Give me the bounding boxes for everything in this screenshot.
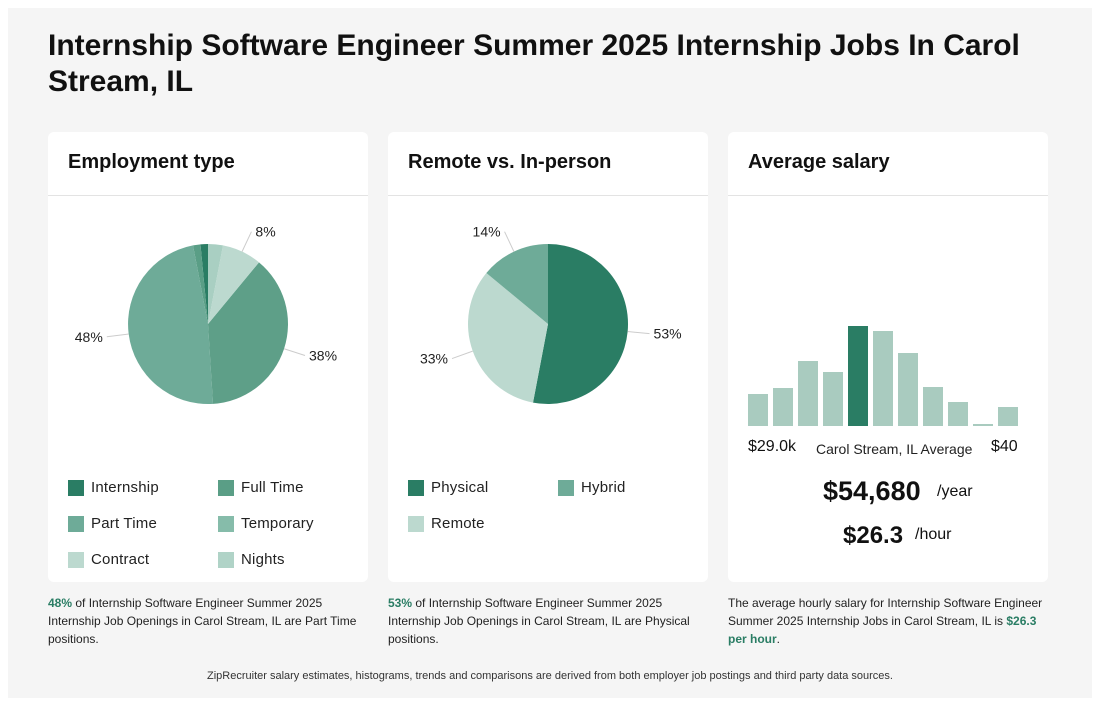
salary-card: Average salary $29.0k Carol Stream, IL A… xyxy=(728,132,1048,582)
histogram-bar xyxy=(823,372,843,426)
employment-caption: 48% of Internship Software Engineer Summ… xyxy=(48,594,368,648)
salary-heading: Average salary xyxy=(728,132,1048,196)
remote-leader-remote xyxy=(451,350,473,360)
remote-caption-text: of Internship Software Engineer Summer 2… xyxy=(388,596,690,646)
employment-legend-label: Temporary xyxy=(241,515,314,532)
employment-label-part-time: 48% xyxy=(75,329,103,345)
remote-legend-item-physical: Physical xyxy=(408,478,558,498)
histogram-bar xyxy=(773,388,793,426)
employment-label-contract: 8% xyxy=(255,224,275,240)
employment-type-card: Employment type 48% 38% 8% Internship Full … xyxy=(48,132,368,582)
employment-legend-item-internship: Internship xyxy=(68,478,218,498)
employment-slice-internship xyxy=(200,244,208,324)
employment-leader-part-time xyxy=(106,333,129,338)
remote-caption: 53% of Internship Software Engineer Summ… xyxy=(388,594,708,648)
employment-caption-text: of Internship Software Engineer Summer 2… xyxy=(48,596,357,646)
histogram-bar xyxy=(898,353,918,426)
remote-label-remote: 33% xyxy=(420,351,448,367)
remote-caption-pct: 53% xyxy=(388,596,413,610)
histogram-bar xyxy=(748,394,768,426)
remote-slice-physical xyxy=(533,244,629,404)
employment-type-pie-chart: 48% 38% 8% xyxy=(75,224,337,404)
yearly-unit: /year xyxy=(937,483,973,500)
remote-legend-label: Hybrid xyxy=(581,479,626,496)
salary-min-label: $29.0k xyxy=(748,438,797,455)
salary-infographic: Internship Software Engineer Summer 2025… xyxy=(8,8,1092,698)
remote-legend-swatch xyxy=(558,480,574,496)
remote-legend-label: Remote xyxy=(431,515,485,532)
remote-legend-swatch xyxy=(408,516,424,532)
salary-caption-text: The average hourly salary for Internship… xyxy=(728,596,1043,628)
employment-type-heading: Employment type xyxy=(48,132,368,196)
employment-legend-swatch xyxy=(68,552,84,568)
employment-legend-label: Nights xyxy=(241,551,285,568)
employment-legend-label: Internship xyxy=(91,479,159,496)
hourly-unit: /hour xyxy=(915,526,952,543)
histogram-bar xyxy=(973,424,993,426)
salary-caption-end: . xyxy=(776,632,781,646)
salary-caption-value: $26.3 per hour xyxy=(728,614,1037,646)
employment-slice-temporary xyxy=(208,262,288,404)
page-title: Internship Software Engineer Summer 2025… xyxy=(48,29,1020,98)
employment-legend-swatch xyxy=(68,516,84,532)
salary-max-label: $40 xyxy=(991,438,1018,455)
yearly-salary: $54,680 xyxy=(823,476,921,506)
employment-label-temporary: 38% xyxy=(309,348,337,364)
salary-histogram xyxy=(748,326,1018,426)
employment-legend-item-nights: Nights xyxy=(218,550,368,570)
employment-legend-item-part-time: Part Time xyxy=(68,514,218,534)
employment-legend-label: Full Time xyxy=(241,479,304,496)
remote-pie-chart: 53% 33% 14% xyxy=(420,224,682,404)
employment-legend-item-temporary: Temporary xyxy=(218,514,368,534)
histogram-bar xyxy=(873,331,893,426)
employment-legend-swatch xyxy=(218,516,234,532)
remote-label-physical: 53% xyxy=(654,326,682,342)
remote-card: Remote vs. In-person 53% 33% 14% Physical H… xyxy=(388,132,708,582)
histogram-bar xyxy=(798,361,818,426)
footer-note: ZipRecruiter salary estimates, histogram… xyxy=(207,670,893,682)
histogram-bar-average xyxy=(848,326,868,426)
employment-legend-swatch xyxy=(218,552,234,568)
employment-leader-temporary xyxy=(283,348,306,356)
remote-legend-swatch xyxy=(408,480,424,496)
employment-slice-part-time xyxy=(128,245,214,404)
remote-legend-label: Physical xyxy=(431,479,489,496)
employment-legend-item-full-time: Full Time xyxy=(218,478,368,498)
remote-heading: Remote vs. In-person xyxy=(388,132,708,196)
employment-leader-contract xyxy=(241,231,252,252)
employment-legend-label: Part Time xyxy=(91,515,157,532)
hourly-salary: $26.3 xyxy=(843,522,904,549)
employment-legend-label: Contract xyxy=(91,551,150,568)
employment-legend-swatch xyxy=(218,480,234,496)
employment-legend-item-contract: Contract xyxy=(68,550,218,570)
remote-label-hybrid: 14% xyxy=(473,224,501,240)
employment-legend-swatch xyxy=(68,480,84,496)
employment-caption-pct: 48% xyxy=(48,596,73,610)
employment-slice-full-time xyxy=(193,244,208,324)
remote-leader-physical xyxy=(627,331,650,335)
histogram-bar xyxy=(948,402,968,426)
remote-leader-hybrid xyxy=(504,231,515,252)
histogram-bar xyxy=(998,407,1018,426)
remote-slice-remote xyxy=(468,273,548,403)
remote-slice-hybrid xyxy=(486,244,548,324)
employment-slice-nights xyxy=(208,244,223,324)
histogram-bar xyxy=(923,387,943,426)
salary-average-label: Carol Stream, IL Average xyxy=(816,441,973,457)
employment-slice-contract xyxy=(208,245,259,324)
salary-caption: The average hourly salary for Internship… xyxy=(728,594,1048,648)
remote-legend-item-hybrid: Hybrid xyxy=(558,478,708,498)
remote-legend-item-remote: Remote xyxy=(408,514,558,534)
